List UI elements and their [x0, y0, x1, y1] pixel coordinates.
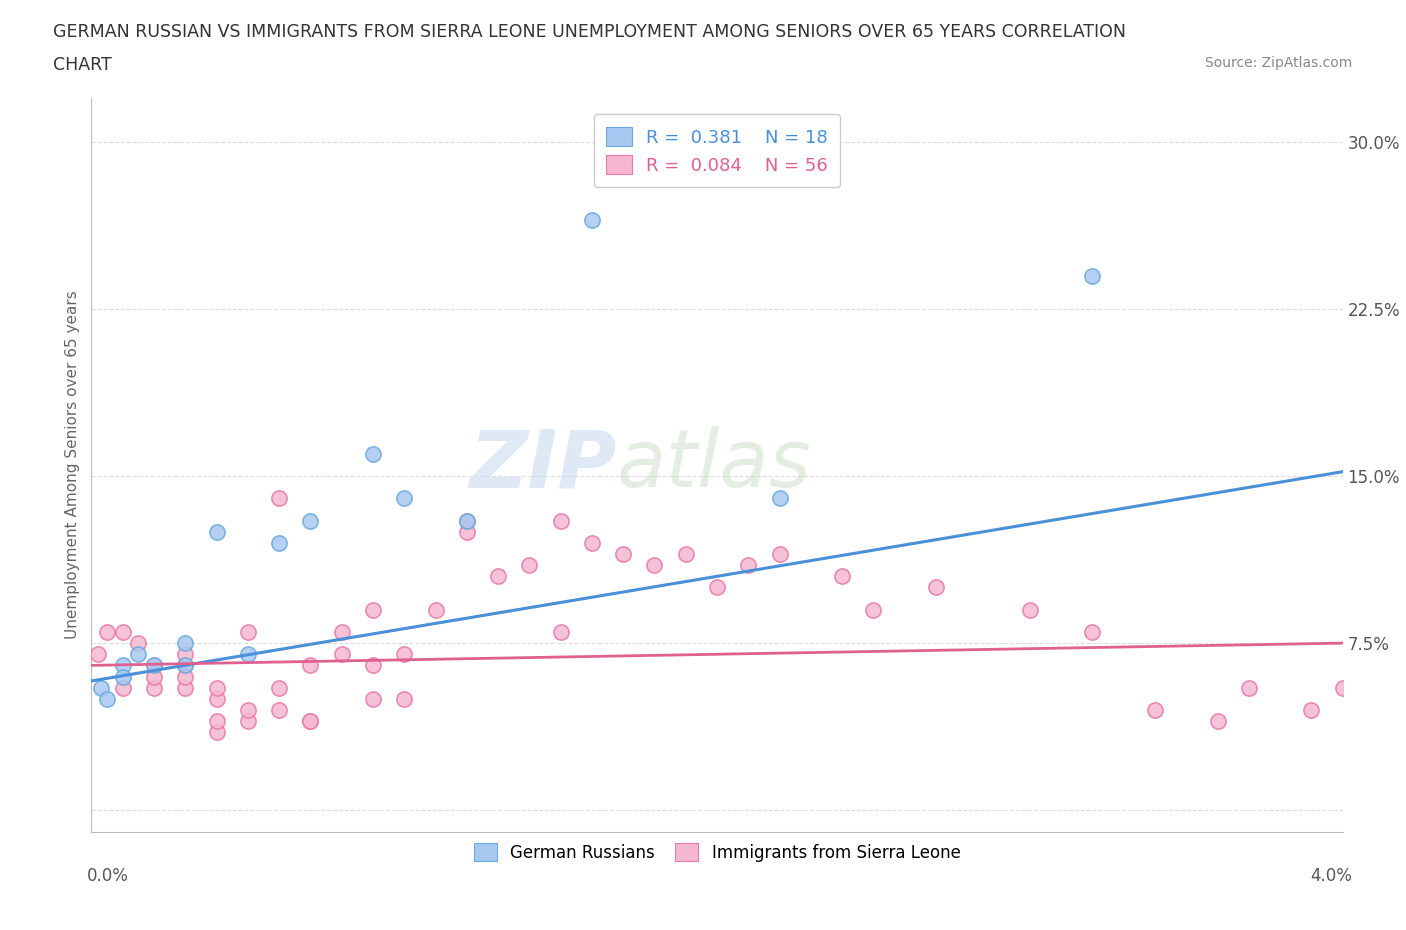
Point [1237, 680, 1260, 695]
Point [361, 446, 384, 461]
Text: GERMAN RUSSIAN VS IMMIGRANTS FROM SIERRA LEONE UNEMPLOYMENT AMONG SENIORS OVER 6: GERMAN RUSSIAN VS IMMIGRANTS FROM SIERRA… [53, 23, 1126, 41]
Point [205, 691, 228, 706]
Point [392, 691, 415, 706]
Point [96, 691, 118, 706]
Text: ZIP: ZIP [470, 426, 617, 504]
Point [205, 525, 228, 539]
Point [236, 646, 259, 661]
Point [90, 680, 112, 695]
Point [205, 724, 228, 739]
Point [299, 658, 322, 672]
Point [299, 713, 322, 728]
Point [1331, 680, 1354, 695]
Point [143, 658, 166, 672]
Point [86, 646, 108, 661]
Legend: German Russians, Immigrants from Sierra Leone: German Russians, Immigrants from Sierra … [464, 833, 970, 871]
Point [267, 491, 290, 506]
Text: CHART: CHART [53, 56, 112, 73]
Point [111, 625, 134, 640]
Point [737, 558, 759, 573]
Text: Source: ZipAtlas.com: Source: ZipAtlas.com [1205, 56, 1353, 70]
Point [236, 625, 259, 640]
Point [1144, 702, 1167, 717]
Point [581, 536, 603, 551]
Point [330, 625, 353, 640]
Point [205, 713, 228, 728]
Point [550, 513, 572, 528]
Point [330, 646, 353, 661]
Point [236, 713, 259, 728]
Point [361, 658, 384, 672]
Point [550, 625, 572, 640]
Point [267, 680, 290, 695]
Point [768, 491, 790, 506]
Point [612, 547, 634, 562]
Y-axis label: Unemployment Among Seniors over 65 years: Unemployment Among Seniors over 65 years [65, 291, 80, 640]
Point [111, 680, 134, 695]
Point [143, 680, 166, 695]
Point [1081, 625, 1104, 640]
Point [96, 625, 118, 640]
Point [1081, 269, 1104, 284]
Point [174, 658, 197, 672]
Point [111, 669, 134, 684]
Point [361, 603, 384, 618]
Point [768, 547, 790, 562]
Point [425, 603, 447, 618]
Point [925, 580, 948, 595]
Point [361, 691, 384, 706]
Point [127, 646, 149, 661]
Point [486, 569, 509, 584]
Point [205, 680, 228, 695]
Point [862, 603, 884, 618]
Point [831, 569, 853, 584]
Text: 0.0%: 0.0% [87, 867, 129, 884]
Point [299, 513, 322, 528]
Point [174, 636, 197, 651]
Point [267, 536, 290, 551]
Point [236, 702, 259, 717]
Point [456, 525, 478, 539]
Point [1018, 603, 1040, 618]
Point [1301, 702, 1323, 717]
Point [174, 680, 197, 695]
Text: atlas: atlas [617, 426, 811, 504]
Point [517, 558, 540, 573]
Point [127, 636, 149, 651]
Point [706, 580, 728, 595]
Point [174, 646, 197, 661]
Point [456, 513, 478, 528]
Point [1206, 713, 1229, 728]
Point [174, 669, 197, 684]
Point [392, 491, 415, 506]
Point [456, 513, 478, 528]
Point [581, 213, 603, 228]
Point [143, 658, 166, 672]
Point [643, 558, 665, 573]
Point [143, 669, 166, 684]
Point [392, 646, 415, 661]
Point [267, 702, 290, 717]
Text: 4.0%: 4.0% [1310, 867, 1353, 884]
Point [111, 658, 134, 672]
Point [299, 713, 322, 728]
Point [675, 547, 697, 562]
Point [174, 658, 197, 672]
